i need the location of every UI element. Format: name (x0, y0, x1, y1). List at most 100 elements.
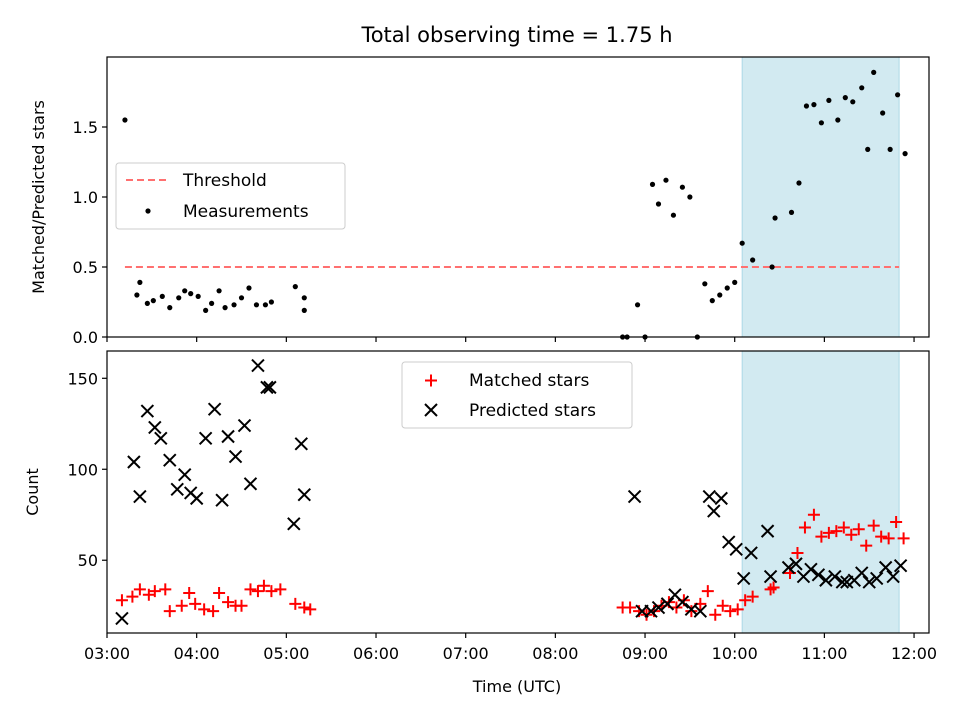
predicted-star-point (251, 358, 265, 373)
measurement-point (732, 279, 738, 285)
matched-star-point (852, 523, 865, 536)
legend-measurements-label: Measurements (183, 202, 309, 222)
matched-star-point (860, 539, 873, 552)
matched-star-point (175, 599, 188, 612)
predicted-star-point (736, 571, 751, 586)
measurement-point (238, 295, 245, 301)
x-tick-label: 05:00 (263, 644, 309, 663)
matched-star-point (213, 586, 226, 599)
measurement-point (188, 291, 194, 297)
measurement-point (826, 97, 832, 103)
measurement-point (887, 146, 893, 152)
predicted-star-point (260, 380, 274, 395)
measurement-point (209, 300, 215, 306)
matched-star-point (159, 583, 172, 596)
predicted-star-point (760, 524, 775, 538)
matched-star-point (685, 605, 698, 618)
predicted-star-point (163, 453, 177, 467)
predicted-star-point (133, 489, 147, 504)
measurement-point (850, 99, 856, 105)
x-tick-label: 11:00 (801, 644, 847, 663)
measurement-point (253, 302, 260, 308)
matched-star-point (251, 585, 264, 598)
measurement-point (159, 293, 165, 299)
measurement-point (634, 302, 641, 308)
ratio-x-axis (106, 337, 915, 342)
predicted-star-point (127, 455, 141, 469)
predicted-star-point (170, 482, 184, 496)
measurement-point (122, 117, 128, 123)
measurement-point (176, 295, 182, 301)
x-tick-label: 04:00 (174, 644, 220, 663)
matched-star-point (716, 599, 729, 612)
matched-star-point (837, 521, 850, 534)
predicted-star-point (855, 566, 869, 580)
measurement-point (144, 300, 150, 306)
matched-star-point (791, 546, 804, 559)
measurement-point (859, 85, 865, 91)
matched-star-point (235, 599, 248, 612)
predicted-star-point (651, 600, 666, 615)
predicted-star-point (228, 449, 243, 464)
matched-star-point (198, 603, 211, 616)
matched-star-point (133, 583, 146, 596)
matched-star-point (709, 608, 722, 621)
matched-star-point (767, 581, 780, 594)
matched-star-point (798, 521, 811, 534)
matched-star-point (897, 532, 910, 545)
measurement-point (717, 292, 723, 298)
count-x-axis: 03:00 04:00 05:00 06:00 07:00 08:00 09:00 10:00… (84, 633, 937, 663)
measurement-point (702, 281, 708, 287)
predicted-star-point (693, 604, 708, 618)
predicted-star-point (263, 380, 277, 395)
matched-star-point (163, 605, 176, 618)
matched-star-point (115, 594, 128, 607)
matched-star-point (739, 594, 752, 607)
measurement-point (687, 194, 693, 200)
predicted-star-point (215, 493, 229, 507)
measurement-point (772, 215, 778, 221)
matched-star-point (875, 530, 888, 543)
measurement-point (292, 284, 298, 290)
x-tick-label: 10:00 (712, 644, 758, 663)
predicted-star-point (297, 488, 311, 502)
measurement-point (865, 146, 871, 152)
predicted-star-point (644, 604, 658, 618)
measurement-point (301, 295, 307, 301)
x-tick-label: 09:00 (622, 644, 668, 663)
ratio-axes-frame (106, 56, 930, 338)
measurement-point (803, 103, 810, 109)
y-tick-label: 1.0 (73, 188, 98, 207)
measurement-point (246, 285, 252, 291)
matched-star-point (724, 605, 737, 618)
matched-star-point (207, 605, 220, 618)
measurement-point (769, 264, 775, 270)
predicted-star-point (207, 402, 222, 416)
ratio-marks (122, 69, 908, 340)
predicted-star-point (660, 597, 675, 611)
matched-star-point (764, 583, 777, 596)
predicted-star-point (140, 404, 155, 418)
matched-star-point (746, 590, 759, 603)
measurement-point (818, 120, 824, 126)
measurement-point (167, 305, 173, 311)
count-marks (115, 358, 910, 626)
predicted-star-point (893, 558, 908, 573)
legend-predicted-label: Predicted stars (469, 401, 596, 421)
count-y-label: Count (23, 468, 42, 516)
y-tick-label: 100 (67, 460, 98, 479)
x-tick-label: 07:00 (443, 644, 489, 663)
predicted-star-point (221, 429, 235, 444)
measurement-point (871, 69, 877, 75)
predicted-star-point (189, 491, 204, 506)
predicted-star-point (243, 477, 258, 491)
predicted-star-point (869, 571, 884, 586)
matched-star-point (148, 585, 161, 598)
predicted-star-point (729, 542, 743, 557)
measurement-point (670, 212, 677, 218)
matched-star-point (624, 601, 637, 614)
measurement-point (750, 257, 756, 263)
ratio-panel: 0.0 0.5 1.0 1.5 Matched/Predicted stars Thr… (29, 56, 930, 347)
measurement-point (268, 299, 274, 305)
measurement-point (216, 288, 222, 294)
